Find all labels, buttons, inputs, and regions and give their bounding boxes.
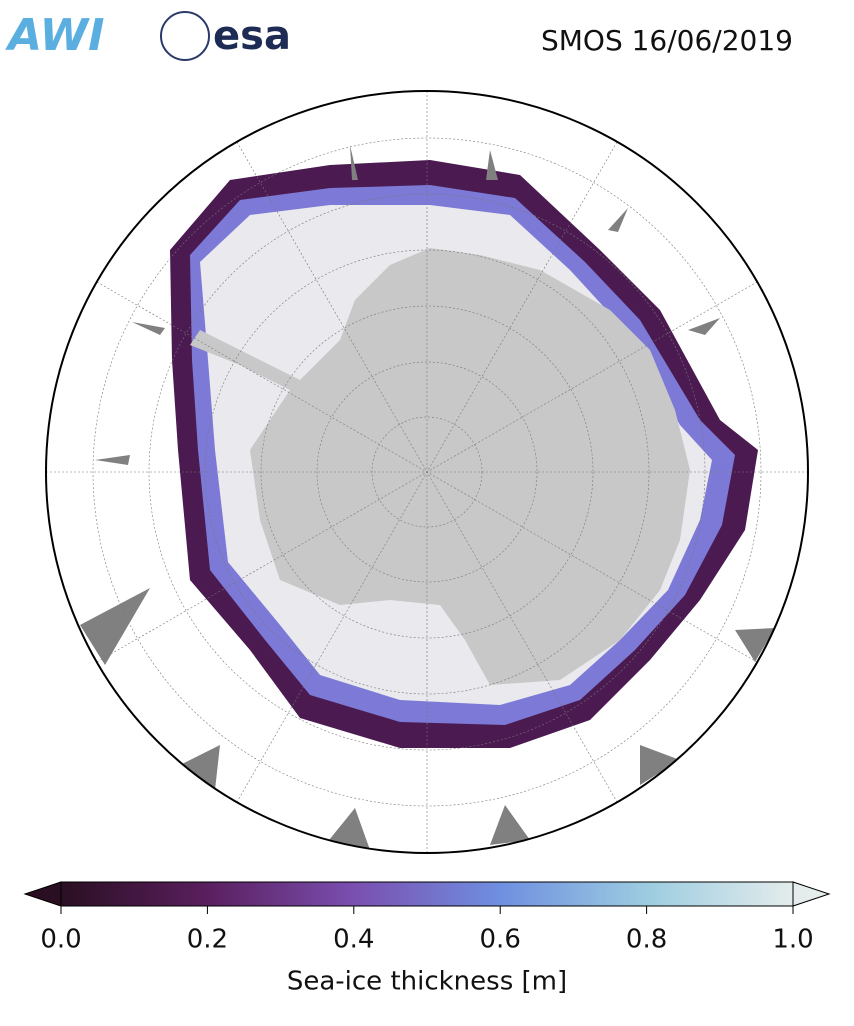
- colorbar-ticks: 0.0 0.2 0.4 0.6 0.8 1.0: [40, 906, 814, 955]
- colorbar-tick-label: 0.2: [187, 925, 228, 955]
- land-outside: [80, 145, 775, 850]
- colorbar-tick-label: 0.0: [40, 925, 81, 955]
- awi-logo: AWI: [5, 10, 105, 61]
- colorbar: [60, 881, 794, 907]
- colorbar-tick-label: 0.4: [333, 925, 374, 955]
- colorbar-extend-high: [792, 881, 831, 907]
- map: [46, 91, 808, 853]
- map-frame: [45, 90, 809, 854]
- graticule: [46, 91, 808, 853]
- colorbar-extend-low: [23, 881, 62, 907]
- esa-logo: esa: [213, 13, 291, 59]
- colorbar-tick-label: 0.8: [626, 925, 667, 955]
- colorbar-tick-label: 0.6: [480, 925, 521, 955]
- colorbar-tick-label: 1.0: [772, 925, 813, 955]
- colorbar-label: Sea-ice thickness [m]: [287, 967, 567, 997]
- antarctica: [190, 248, 690, 685]
- esa-logo-mark: [160, 11, 210, 61]
- map-title: SMOS 16/06/2019: [541, 24, 793, 57]
